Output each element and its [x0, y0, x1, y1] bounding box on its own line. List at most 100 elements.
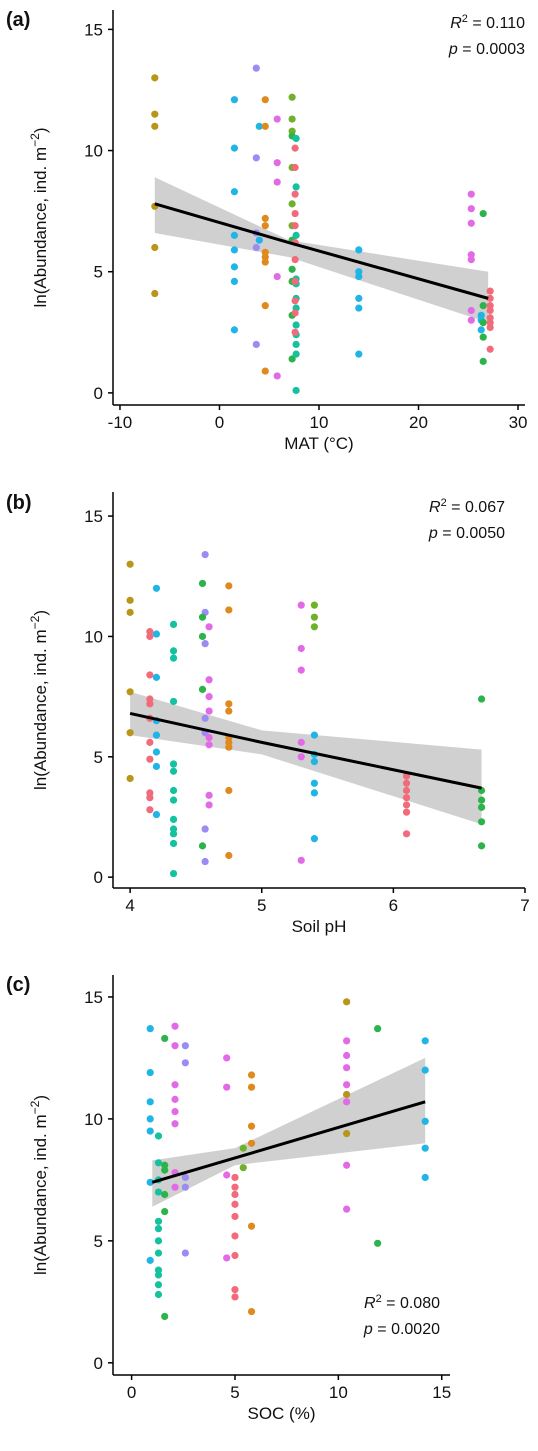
x-tick-label: 20	[409, 413, 428, 432]
point	[421, 1173, 429, 1182]
point	[146, 1256, 154, 1264]
panel: 0 5 10 15 4 5 6 7 Soil pH ln(Abundance, ind. m−2)…	[6, 492, 530, 936]
y-tick-label: 5	[94, 748, 103, 767]
point	[205, 707, 213, 715]
point	[169, 815, 178, 823]
point	[146, 671, 154, 679]
point	[231, 1200, 239, 1208]
point	[205, 676, 213, 684]
point	[198, 613, 207, 621]
point	[310, 779, 318, 787]
point	[181, 1173, 189, 1182]
point	[467, 316, 475, 324]
point	[291, 297, 299, 305]
point	[261, 222, 269, 230]
point	[201, 640, 209, 648]
point	[291, 163, 299, 172]
point	[291, 256, 299, 264]
point	[151, 122, 159, 130]
y-tick-label: 15	[84, 20, 103, 39]
point	[231, 1212, 239, 1221]
point	[151, 243, 159, 252]
point	[292, 321, 300, 329]
point	[152, 748, 161, 756]
point	[154, 1188, 163, 1196]
point	[343, 1090, 351, 1099]
point	[252, 340, 260, 349]
y-tick-label: 10	[84, 142, 103, 161]
point	[154, 1132, 163, 1140]
point	[169, 647, 178, 655]
point	[126, 729, 134, 737]
point	[225, 851, 233, 860]
stat-symbol: p	[428, 525, 438, 542]
point	[343, 1098, 351, 1106]
point	[225, 707, 233, 715]
point	[230, 263, 239, 271]
point	[239, 1164, 247, 1172]
stat: p = 0.0020	[363, 1321, 440, 1338]
point	[402, 830, 411, 838]
point	[126, 596, 134, 604]
point	[261, 214, 269, 223]
point	[239, 1144, 247, 1152]
y-tick-label: 15	[84, 988, 103, 1007]
point	[198, 842, 207, 850]
point	[288, 200, 296, 208]
point	[291, 328, 299, 336]
point	[154, 1249, 163, 1257]
point	[205, 623, 213, 631]
point	[343, 1205, 351, 1213]
x-tick-label: 6	[389, 896, 398, 915]
point	[288, 115, 296, 123]
stat-text: = 0.0050	[438, 525, 505, 542]
point	[201, 825, 209, 833]
point	[479, 333, 487, 341]
point	[152, 630, 161, 638]
point	[152, 584, 161, 592]
point	[154, 1237, 163, 1245]
x-axis-label: Soil pH	[292, 917, 347, 936]
fit-line	[129, 712, 482, 790]
panel: 0 5 10 15 0 5 10 15 SOC (%) ln(Abundance, ind. m−…	[6, 974, 451, 1423]
point	[402, 808, 411, 816]
point	[291, 222, 299, 230]
y-axis-label: ln(Abundance, ind. m−2)	[28, 1095, 50, 1275]
point	[146, 632, 154, 641]
point	[154, 1281, 163, 1289]
stat-sup: 2	[376, 1293, 382, 1305]
y-label-sup: −2	[28, 133, 42, 147]
point	[310, 731, 318, 739]
x-tick-label: 5	[230, 1383, 239, 1402]
point	[402, 794, 411, 802]
point	[479, 319, 487, 327]
point	[169, 796, 178, 804]
point	[252, 64, 260, 72]
point	[247, 1083, 256, 1091]
panel-label: (a)	[6, 9, 30, 31]
point	[169, 697, 178, 706]
point	[310, 835, 318, 843]
x-axis-label: SOC (%)	[248, 1404, 316, 1423]
point	[230, 96, 239, 104]
confidence-band	[152, 1057, 426, 1207]
point	[181, 1183, 189, 1191]
x-tick-label: 10	[310, 413, 329, 432]
y-label-end: )	[31, 127, 50, 133]
point	[374, 1239, 382, 1247]
point	[247, 1307, 256, 1316]
point	[261, 367, 269, 375]
point	[343, 1129, 351, 1138]
point	[374, 1025, 382, 1033]
point	[161, 1166, 169, 1174]
stat-text: = 0.067	[447, 499, 505, 516]
stat-text: = 0.080	[382, 1295, 440, 1312]
point	[198, 579, 207, 588]
stat-symbol: p	[363, 1321, 373, 1338]
point	[231, 1293, 239, 1301]
point	[297, 856, 305, 864]
stat-text: = 0.0003	[458, 41, 525, 58]
point	[161, 1312, 169, 1321]
point	[146, 738, 154, 746]
point	[161, 1207, 169, 1216]
